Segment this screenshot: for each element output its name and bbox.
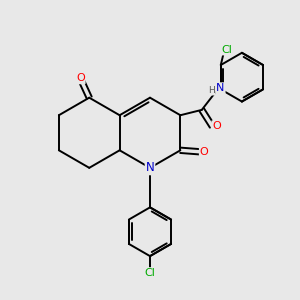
Text: N: N <box>216 83 225 93</box>
Text: Cl: Cl <box>221 44 232 55</box>
Text: O: O <box>200 147 208 157</box>
Text: O: O <box>212 121 221 131</box>
Text: H: H <box>208 86 215 95</box>
Text: Cl: Cl <box>145 268 155 278</box>
Text: N: N <box>146 161 154 174</box>
Text: O: O <box>76 74 85 83</box>
